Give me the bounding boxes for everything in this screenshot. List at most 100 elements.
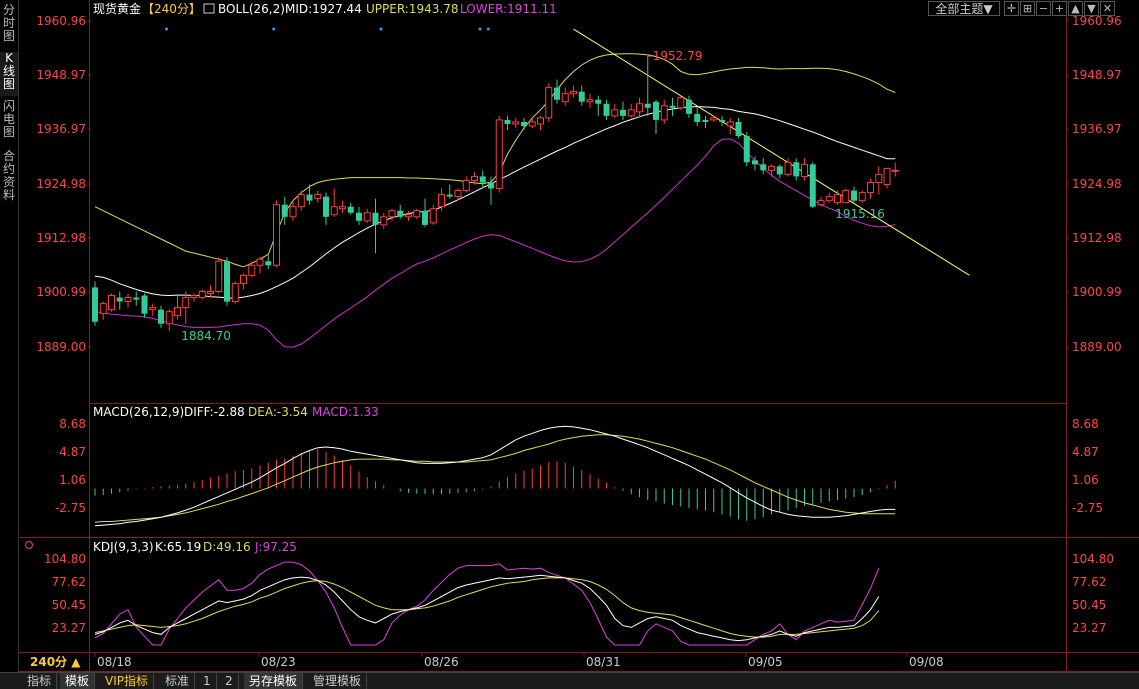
candle-body <box>190 295 198 299</box>
minus-icon[interactable]: − <box>1036 1 1051 16</box>
candle-body <box>776 166 783 175</box>
candle-body <box>528 121 536 127</box>
theme-select[interactable]: 全部主题▼ <box>928 1 1000 16</box>
candle-body <box>784 161 792 175</box>
candle-body <box>702 119 709 122</box>
kdj-axis-label-left: 77.62 <box>52 575 86 589</box>
macd-axis-label-left: 8.68 <box>59 417 86 431</box>
candle-body <box>339 206 346 210</box>
candle-body <box>537 117 544 125</box>
tab-timeshare[interactable]: 分时图 <box>2 3 15 43</box>
tab-save-template[interactable]: 另存模板 <box>244 673 304 689</box>
candle-body <box>653 101 659 120</box>
tab-template[interactable]: 模板 <box>60 673 96 689</box>
kdj-d-line <box>94 577 880 638</box>
tab-manage-template[interactable]: 管理模板 <box>308 673 368 689</box>
kdj-j-label: J:97.25 <box>254 540 297 554</box>
date-axis-label: 08/23 <box>261 655 296 669</box>
candle-body <box>726 121 734 127</box>
signal-dot <box>478 27 482 31</box>
date-axis-label: 08/26 <box>424 655 459 669</box>
candle-body <box>586 99 594 103</box>
candle-body <box>801 163 808 177</box>
period-tag: 【240分】 <box>142 2 201 16</box>
date-axis-label: 09/05 <box>748 655 783 669</box>
candle-body <box>198 290 206 299</box>
candle-body <box>297 194 305 208</box>
candle-body <box>149 307 157 311</box>
candle-body <box>620 109 626 116</box>
kdj-axis-label-right: 50.45 <box>1072 598 1106 612</box>
tab-indicator[interactable]: 指标 <box>22 673 58 689</box>
candle-body <box>397 210 404 217</box>
macd-label: MACD(26,12,9) <box>93 405 184 419</box>
kdj-layer <box>94 561 880 646</box>
tab-kline[interactable]: K线图 <box>0 52 18 96</box>
candle-body <box>521 121 527 126</box>
candle-body <box>248 264 256 276</box>
candle-body <box>388 210 396 218</box>
candle-body <box>858 192 866 202</box>
tab-vip-indicator[interactable]: VIP指标 <box>100 673 154 689</box>
plus-icon[interactable]: + <box>1052 1 1067 16</box>
tab-2[interactable]: 2 <box>220 673 239 689</box>
macd-header: MACD(26,12,9) DIFF:-2.88 DEA:-3.54 MACD:… <box>93 405 379 419</box>
boll-legend-icon <box>203 3 215 14</box>
candle-body <box>570 91 577 95</box>
macd-axis-label-left: -2.75 <box>55 501 86 515</box>
candle-body <box>561 93 569 103</box>
tab-contract-info[interactable]: 合约资料 <box>2 149 15 202</box>
candle-body <box>124 297 132 303</box>
macd-value-label: MACD:1.33 <box>312 405 379 419</box>
annotation-low-2: 1915.16 <box>835 207 885 221</box>
price-axis-label-right: 1900.99 <box>1072 285 1122 299</box>
up-icon[interactable]: ▲ <box>1068 1 1083 16</box>
trend-line <box>573 28 970 276</box>
kdj-settings-icon[interactable] <box>25 541 33 549</box>
macd-dea-label: DEA:-3.54 <box>248 405 308 419</box>
candle-body <box>627 109 635 117</box>
chart-area[interactable]: 现货黄金 【240分】 BOLL(26,2) MID:1927.44 UPPER… <box>0 0 1139 672</box>
price-axis-label-right: 1889.00 <box>1072 340 1122 354</box>
period-button[interactable]: 240分 ▲ <box>30 654 81 669</box>
boll-label: BOLL(26,2) <box>218 2 285 16</box>
zoom-icon[interactable]: ⊞ <box>1020 1 1035 16</box>
candle-body <box>265 261 272 266</box>
candle-body <box>215 260 223 292</box>
macd-axis-label-right: 4.87 <box>1072 445 1099 459</box>
price-axis-label-right: 1936.97 <box>1072 122 1122 136</box>
candle-body <box>495 119 503 190</box>
close-icon[interactable]: ✕ <box>1100 1 1115 16</box>
candle-body <box>207 290 214 294</box>
candle-body <box>165 311 173 325</box>
candle-body <box>768 165 775 171</box>
down-icon[interactable]: ▼ <box>1084 1 1099 16</box>
candle-body <box>719 119 725 122</box>
tab-standard[interactable]: 标准 <box>160 673 196 689</box>
candle-body <box>851 190 857 201</box>
date-axis-label: 09/08 <box>909 655 944 669</box>
candle-body <box>603 103 610 116</box>
axes-layer: 1960.96 1960.96 1948.97 1948.97 1936.97 1936.… <box>36 14 1121 669</box>
candle-body <box>356 212 362 221</box>
boll-mid-line <box>94 106 896 299</box>
candle-body <box>686 99 692 114</box>
candle-body <box>454 190 462 198</box>
boll-mid-label: MID:1927.44 <box>285 2 362 16</box>
signal-dot <box>486 27 490 31</box>
tab-1[interactable]: 1 <box>198 673 217 689</box>
candle-body <box>231 282 239 303</box>
candle-body <box>174 307 181 317</box>
price-axis-label-right: 1948.97 <box>1072 68 1122 82</box>
candle-body <box>479 176 486 183</box>
crosshair-icon[interactable]: ✛ <box>1004 1 1019 16</box>
tab-flash[interactable]: 闪电图 <box>2 99 15 139</box>
candle-body <box>677 97 685 109</box>
kdj-j-line <box>94 561 880 646</box>
candle-body <box>429 208 437 224</box>
candle-body <box>867 181 874 194</box>
candle-body <box>372 212 379 225</box>
candle-body <box>488 182 494 189</box>
candle-body <box>793 162 800 177</box>
candle-body <box>752 160 758 165</box>
